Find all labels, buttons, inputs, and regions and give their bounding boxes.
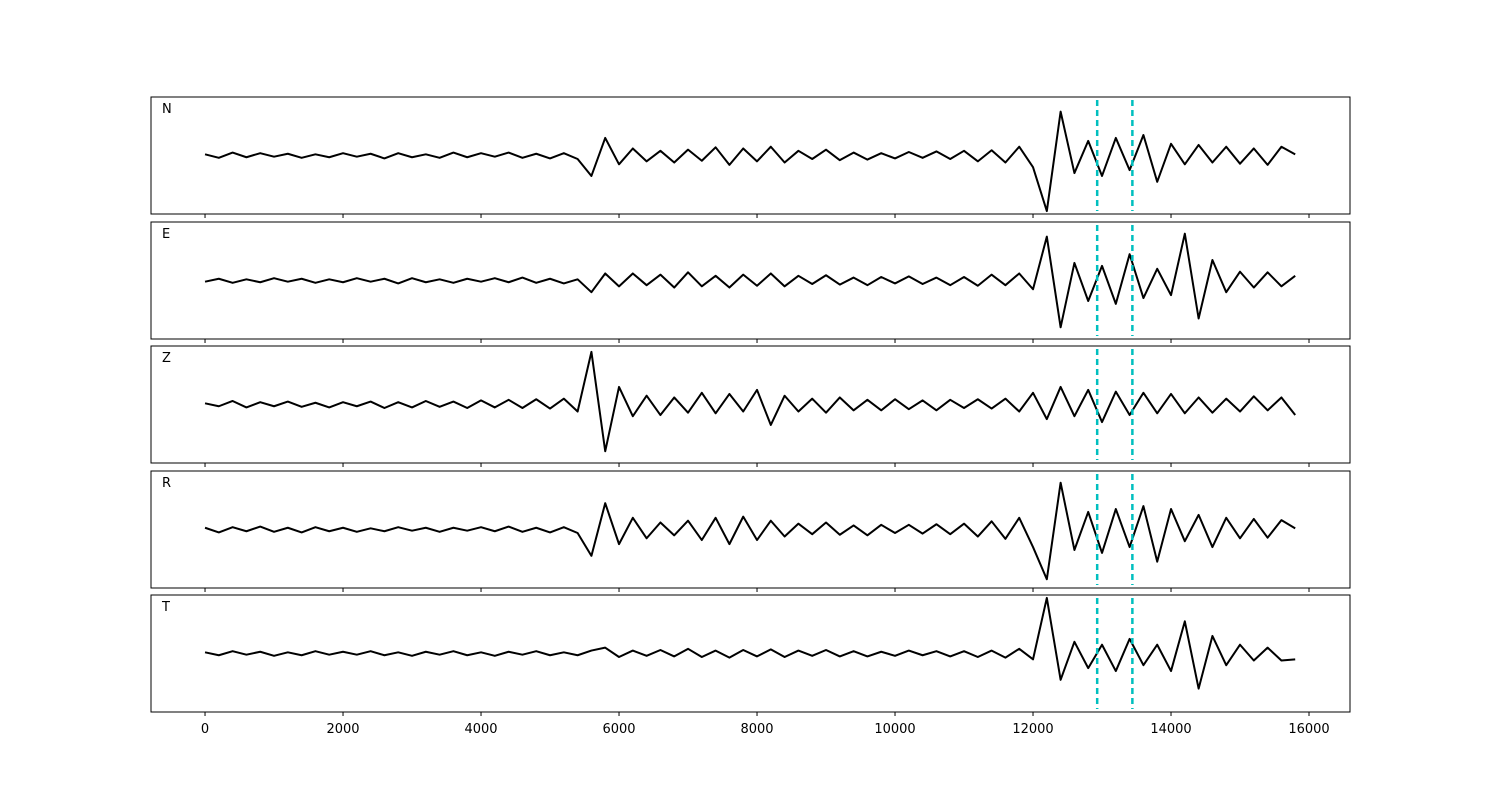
panel-label: E <box>162 227 170 242</box>
trace <box>204 232 1296 329</box>
panel-frame <box>150 594 1351 713</box>
trace <box>204 596 1296 690</box>
x-tick-label: 0 <box>201 722 209 737</box>
x-tick-label: 2000 <box>326 722 359 737</box>
x-tick-label: 6000 <box>602 722 635 737</box>
panel-label: Z <box>162 351 171 366</box>
panel-frame <box>150 470 1351 589</box>
panel-frame <box>150 96 1351 215</box>
x-tick-label: 10000 <box>874 722 915 737</box>
trace <box>204 481 1296 581</box>
panel-label: R <box>162 476 171 491</box>
x-tick-label: 8000 <box>740 722 773 737</box>
x-tick-label: 14000 <box>1150 722 1191 737</box>
x-tick-label: 16000 <box>1288 722 1329 737</box>
x-tick-label: 4000 <box>464 722 497 737</box>
panel-label: N <box>162 102 172 117</box>
x-tick-label: 12000 <box>1012 722 1053 737</box>
panel-frame <box>150 345 1351 464</box>
trace <box>204 350 1296 453</box>
panel-label: T <box>161 600 170 615</box>
panel-frame <box>150 221 1351 340</box>
trace <box>204 110 1296 213</box>
